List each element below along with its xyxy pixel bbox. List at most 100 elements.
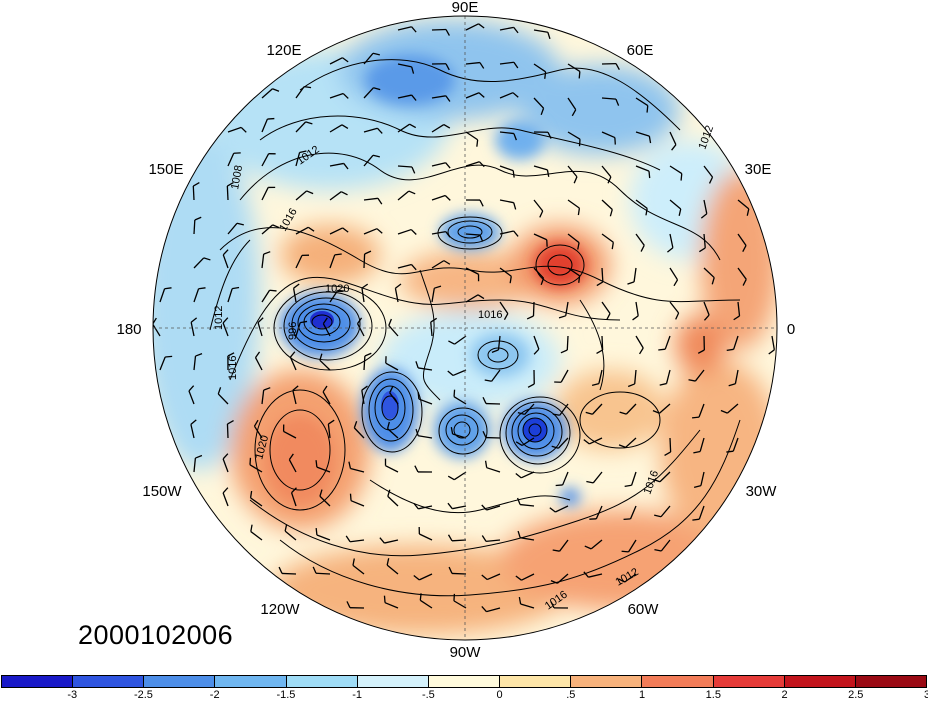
wind-barb-flag — [697, 349, 705, 354]
wind-barb — [431, 95, 446, 99]
colorbar-swatch — [428, 676, 501, 687]
wind-barb — [465, 161, 480, 167]
wind-barb-flag — [190, 317, 198, 323]
wind-barb-flag — [476, 139, 479, 147]
colorbar-tick-label: -1.5 — [276, 689, 296, 701]
wind-barb — [222, 322, 229, 337]
wind-barb-flag — [319, 489, 323, 497]
wind-barb-flag — [232, 286, 240, 290]
wind-barb-flag — [549, 507, 556, 513]
wind-barb — [601, 301, 611, 314]
wind-barb — [222, 458, 229, 473]
wind-barb — [560, 369, 569, 383]
colorbar-tick-label: 3 — [923, 689, 928, 701]
wind-barb-flag — [515, 472, 522, 479]
wind-barb-flag — [491, 349, 499, 354]
wind-barb-flag — [711, 277, 715, 285]
wind-barb-flag — [222, 249, 229, 256]
wind-barb-flag — [419, 593, 422, 601]
wind-barb — [533, 29, 548, 33]
wind-barb — [289, 356, 297, 371]
wind-barb-flag — [479, 234, 484, 242]
wind-barb — [397, 26, 412, 31]
wind-barb-flag — [198, 287, 206, 290]
contour-label: 1016 — [478, 309, 502, 321]
wind-barb-flag — [517, 530, 521, 538]
colorbar-tick-label: 0 — [496, 689, 503, 701]
contour-label: 1020 — [325, 283, 349, 295]
wind-barb-flag — [361, 283, 369, 289]
wind-barb-flag — [627, 281, 635, 285]
wind-barb-flag — [352, 558, 355, 566]
wind-barb — [567, 63, 581, 72]
wind-barb-flag — [263, 251, 271, 255]
wind-barb — [418, 435, 433, 439]
wind-barb-flag — [353, 421, 358, 429]
wind-barb — [226, 185, 229, 201]
wind-barb-flag — [585, 411, 593, 415]
wind-barb-flag — [546, 169, 550, 177]
wind-barb-flag — [615, 63, 620, 71]
wind-barb-flag — [615, 98, 620, 106]
wind-barb-flag — [552, 413, 560, 416]
wind-barb — [699, 437, 705, 452]
wind-barb-flag — [577, 242, 580, 250]
wind-barb — [290, 492, 297, 507]
contour-label: 1008 — [229, 164, 245, 190]
wind-barb — [397, 123, 410, 133]
wind-barb — [261, 289, 271, 303]
wind-barb — [499, 26, 514, 31]
wind-barb — [363, 87, 374, 99]
wind-barb-flag — [596, 281, 604, 287]
wind-barb-flag — [708, 176, 714, 184]
wind-barb — [486, 539, 501, 543]
wind-barb-flag — [443, 123, 451, 129]
wind-barb-flag — [692, 518, 700, 521]
wind-barb — [737, 301, 741, 316]
wind-barb-flag — [742, 279, 747, 286]
wind-barb — [319, 495, 331, 507]
wind-barb — [486, 467, 501, 473]
wind-barb-flag — [513, 133, 517, 141]
wind-barb-flag — [515, 441, 523, 446]
wind-barb — [591, 403, 603, 415]
wind-barb — [292, 288, 297, 303]
wind-barb-flag — [222, 317, 229, 324]
wind-barb — [250, 531, 263, 541]
wind-barb — [453, 396, 467, 405]
wind-barb-flag — [315, 527, 318, 536]
wind-barb — [281, 572, 297, 575]
wind-barb — [499, 61, 514, 65]
colorbar — [1, 675, 927, 688]
wind-barb — [465, 61, 480, 65]
wind-barb — [261, 88, 273, 99]
wind-barb-flag — [638, 347, 644, 355]
wind-barb-flag — [742, 245, 747, 252]
wind-barb-flag — [693, 485, 702, 489]
wind-barb-flag — [342, 227, 349, 233]
wind-barb — [771, 335, 775, 350]
wind-barb — [397, 63, 412, 68]
wind-barb-flag — [618, 444, 626, 448]
wind-barb — [431, 194, 446, 201]
wind-barb-flag — [411, 66, 415, 74]
wind-barb — [316, 534, 331, 541]
wind-barb-flag — [516, 497, 521, 505]
wind-barb-flag — [607, 176, 612, 184]
wind-barb — [664, 335, 671, 350]
wind-barb-flag — [249, 490, 253, 498]
wind-barb — [394, 288, 399, 303]
wind-barb — [590, 539, 603, 550]
wind-barb-flag — [345, 535, 351, 543]
wind-barb — [295, 322, 301, 337]
wind-barb-flag — [513, 26, 519, 34]
wind-barb-flag — [445, 63, 450, 71]
wind-barb-flag — [413, 575, 420, 581]
wind-barb-flag — [673, 279, 679, 287]
colorbar-swatch — [784, 676, 856, 687]
wind-barb-flag — [315, 460, 318, 468]
wind-barb — [322, 323, 331, 337]
wind-barb-flag — [227, 420, 234, 425]
wind-barb — [284, 530, 297, 541]
wind-barb-flag — [540, 277, 545, 286]
